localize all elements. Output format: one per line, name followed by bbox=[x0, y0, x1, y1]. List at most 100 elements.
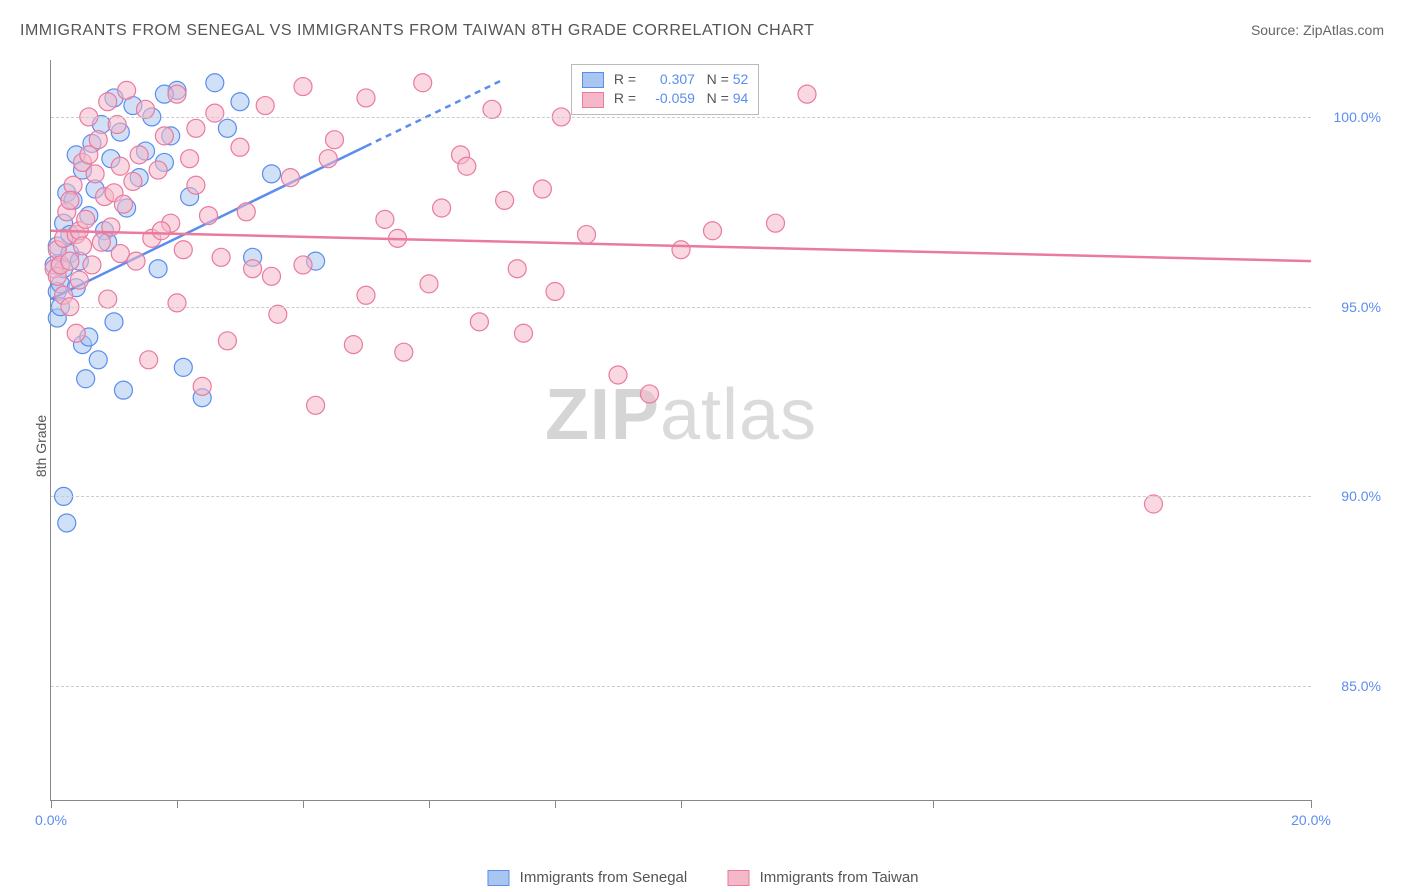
data-point bbox=[86, 165, 104, 183]
data-point bbox=[187, 176, 205, 194]
plot-area: ZIPatlas R = 0.307 N = 52 R = -0.059 N =… bbox=[50, 60, 1311, 801]
x-tick bbox=[555, 800, 556, 808]
chart-title: IMMIGRANTS FROM SENEGAL VS IMMIGRANTS FR… bbox=[20, 22, 814, 40]
data-point bbox=[307, 396, 325, 414]
legend-label-taiwan: Immigrants from Taiwan bbox=[760, 869, 919, 886]
data-point bbox=[294, 78, 312, 96]
legend-item-senegal: Immigrants from Senegal bbox=[487, 869, 691, 886]
data-point bbox=[187, 119, 205, 137]
data-point bbox=[231, 138, 249, 156]
y-tick-label: 85.0% bbox=[1321, 678, 1381, 694]
data-point bbox=[704, 222, 722, 240]
data-point bbox=[357, 286, 375, 304]
data-point bbox=[108, 116, 126, 134]
x-tick bbox=[51, 800, 52, 808]
data-point bbox=[376, 210, 394, 228]
data-point bbox=[433, 199, 451, 217]
y-tick-label: 95.0% bbox=[1321, 299, 1381, 315]
data-point bbox=[470, 313, 488, 331]
data-point bbox=[414, 74, 432, 92]
legend-swatch bbox=[582, 72, 604, 88]
data-point bbox=[218, 119, 236, 137]
y-tick-label: 90.0% bbox=[1321, 488, 1381, 504]
data-point bbox=[294, 256, 312, 274]
data-point bbox=[256, 97, 274, 115]
data-point bbox=[533, 180, 551, 198]
data-point bbox=[193, 377, 211, 395]
data-point bbox=[508, 260, 526, 278]
x-tick bbox=[681, 800, 682, 808]
data-point bbox=[174, 358, 192, 376]
data-point bbox=[83, 256, 101, 274]
x-tick-label: 20.0% bbox=[1291, 812, 1331, 828]
data-point bbox=[263, 267, 281, 285]
data-point bbox=[77, 370, 95, 388]
data-point bbox=[127, 252, 145, 270]
data-point bbox=[578, 226, 596, 244]
x-tick bbox=[1311, 800, 1312, 808]
data-point bbox=[89, 351, 107, 369]
grid-line bbox=[51, 307, 1311, 308]
data-point bbox=[546, 282, 564, 300]
legend-item-taiwan: Immigrants from Taiwan bbox=[727, 869, 918, 886]
grid-line bbox=[51, 117, 1311, 118]
data-point bbox=[483, 100, 501, 118]
data-point bbox=[70, 271, 88, 289]
data-point bbox=[326, 131, 344, 149]
y-tick-label: 100.0% bbox=[1321, 109, 1381, 125]
data-point bbox=[515, 324, 533, 342]
data-point bbox=[672, 241, 690, 259]
legend-swatch-senegal bbox=[487, 870, 509, 886]
legend-swatch-taiwan bbox=[727, 870, 749, 886]
data-point bbox=[344, 336, 362, 354]
data-point bbox=[114, 381, 132, 399]
data-point bbox=[237, 203, 255, 221]
data-point bbox=[80, 146, 98, 164]
data-point bbox=[77, 210, 95, 228]
data-point bbox=[609, 366, 627, 384]
data-point bbox=[61, 191, 79, 209]
data-point bbox=[174, 241, 192, 259]
data-point bbox=[395, 343, 413, 361]
data-point bbox=[67, 324, 85, 342]
data-point bbox=[61, 252, 79, 270]
legend-label-senegal: Immigrants from Senegal bbox=[520, 869, 688, 886]
data-point bbox=[281, 169, 299, 187]
data-point bbox=[798, 85, 816, 103]
source-label: Source: ZipAtlas.com bbox=[1251, 22, 1384, 38]
data-point bbox=[496, 191, 514, 209]
data-point bbox=[155, 127, 173, 145]
data-point bbox=[206, 104, 224, 122]
data-point bbox=[118, 81, 136, 99]
data-point bbox=[420, 275, 438, 293]
data-point bbox=[231, 93, 249, 111]
data-point bbox=[74, 237, 92, 255]
data-point bbox=[319, 150, 337, 168]
data-point bbox=[149, 161, 167, 179]
x-tick bbox=[933, 800, 934, 808]
data-point bbox=[218, 332, 236, 350]
legend-row: R = 0.307 N = 52 bbox=[582, 71, 748, 88]
data-point bbox=[168, 294, 186, 312]
data-point bbox=[767, 214, 785, 232]
data-point bbox=[181, 150, 199, 168]
data-point bbox=[212, 248, 230, 266]
data-point bbox=[357, 89, 375, 107]
data-point bbox=[105, 313, 123, 331]
data-point bbox=[140, 351, 158, 369]
data-point bbox=[114, 195, 132, 213]
plot-svg bbox=[51, 60, 1311, 800]
data-point bbox=[130, 146, 148, 164]
data-point bbox=[99, 290, 117, 308]
data-point bbox=[124, 172, 142, 190]
data-point bbox=[244, 260, 262, 278]
data-point bbox=[641, 385, 659, 403]
bottom-legend: Immigrants from Senegal Immigrants from … bbox=[469, 869, 936, 886]
data-point bbox=[269, 305, 287, 323]
data-point bbox=[263, 165, 281, 183]
data-point bbox=[206, 74, 224, 92]
legend-row: R = -0.059 N = 94 bbox=[582, 90, 748, 107]
data-point bbox=[58, 514, 76, 532]
data-point bbox=[137, 100, 155, 118]
stat-legend: R = 0.307 N = 52 R = -0.059 N = 94 bbox=[571, 64, 759, 115]
